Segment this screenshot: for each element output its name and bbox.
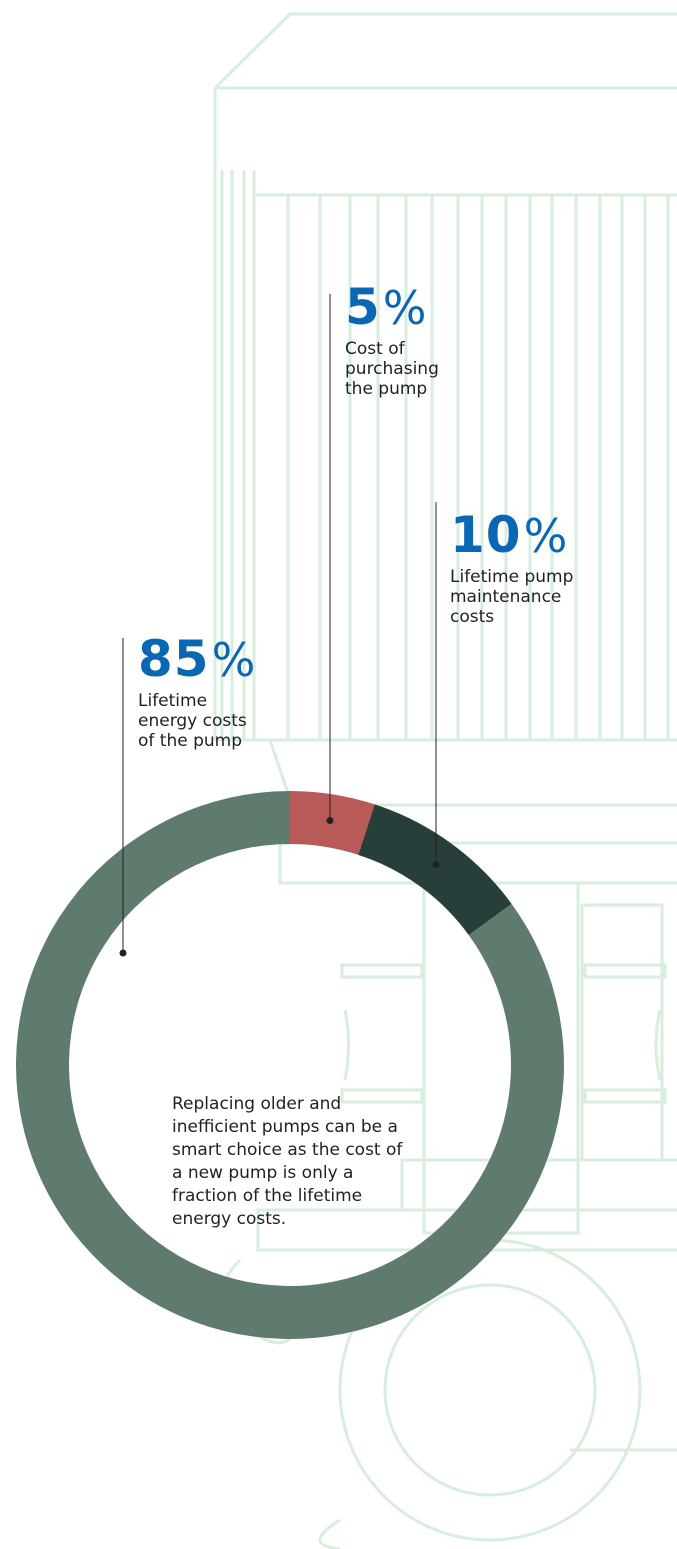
slice-energy-leader-dot — [119, 949, 127, 957]
callout-maintenance: 10% Lifetime pump maintenance costs — [450, 510, 573, 627]
maintenance-pct-sign: % — [523, 509, 569, 563]
energy-value: 85 — [138, 630, 210, 688]
purchase-pct-sign: % — [382, 281, 428, 335]
slice-maintenance — [358, 804, 512, 936]
maintenance-percent: 10% — [450, 510, 573, 561]
energy-pct-sign: % — [211, 633, 257, 687]
slice-maintenance-leader-dot — [432, 861, 440, 869]
energy-percent: 85% — [138, 634, 256, 685]
maintenance-label: Lifetime pump maintenance costs — [450, 567, 574, 627]
energy-label: Lifetime energy costs of the pump — [138, 691, 247, 751]
slice-purchase-leader-dot — [326, 817, 334, 825]
leader-lines — [119, 294, 440, 957]
donut-center-text: Replacing older and inefficient pumps ca… — [172, 1094, 403, 1229]
maintenance-value: 10 — [450, 506, 522, 564]
purchase-value: 5 — [345, 278, 381, 336]
callout-energy: 85% Lifetime energy costs of the pump — [138, 634, 256, 751]
purchase-percent: 5% — [345, 282, 439, 333]
donut-slices — [15, 791, 564, 1340]
purchase-label: Cost of purchasing the pump — [345, 339, 439, 399]
callout-purchase: 5% Cost of purchasing the pump — [345, 282, 439, 399]
